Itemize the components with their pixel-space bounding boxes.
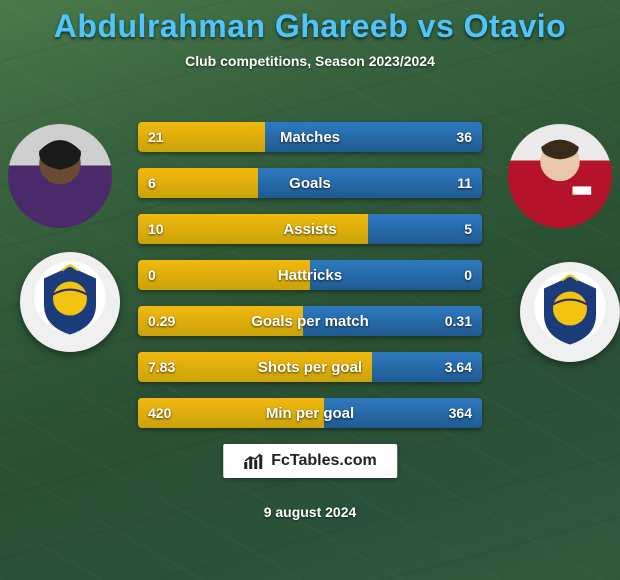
- stat-row: 0Hattricks0: [138, 260, 482, 290]
- stat-row: 21Matches36: [138, 122, 482, 152]
- player-left-portrait: [8, 124, 112, 228]
- page-title: Abdulrahman Ghareeb vs Otavio: [0, 0, 620, 45]
- stat-label: Matches: [138, 122, 482, 152]
- stat-row: 420Min per goal364: [138, 398, 482, 428]
- chart-icon: [243, 452, 263, 470]
- stat-value-right: 364: [439, 398, 482, 428]
- club-right-badge: [520, 262, 620, 362]
- stat-label: Hattricks: [138, 260, 482, 290]
- stat-row: 7.83Shots per goal3.64: [138, 352, 482, 382]
- subtitle: Club competitions, Season 2023/2024: [0, 53, 620, 69]
- stat-value-right: 36: [446, 122, 482, 152]
- club-left-badge: [20, 252, 120, 352]
- branding-badge: FcTables.com: [223, 444, 397, 478]
- stat-value-right: 5: [454, 214, 482, 244]
- stat-value-right: 11: [447, 168, 482, 198]
- stat-row: 10Assists5: [138, 214, 482, 244]
- stat-value-right: 3.64: [435, 352, 482, 382]
- branding-text: FcTables.com: [271, 452, 377, 470]
- stat-label: Goals per match: [138, 306, 482, 336]
- stat-label: Min per goal: [138, 398, 482, 428]
- stat-label: Shots per goal: [138, 352, 482, 382]
- date-text: 9 august 2024: [0, 504, 620, 520]
- stat-value-right: 0: [454, 260, 482, 290]
- comparison-bars: 21Matches366Goals1110Assists50Hattricks0…: [138, 122, 482, 428]
- player-right-portrait: [508, 124, 612, 228]
- stat-value-right: 0.31: [435, 306, 482, 336]
- stat-row: 0.29Goals per match0.31: [138, 306, 482, 336]
- stat-row: 6Goals11: [138, 168, 482, 198]
- stat-label: Goals: [138, 168, 482, 198]
- stat-label: Assists: [138, 214, 482, 244]
